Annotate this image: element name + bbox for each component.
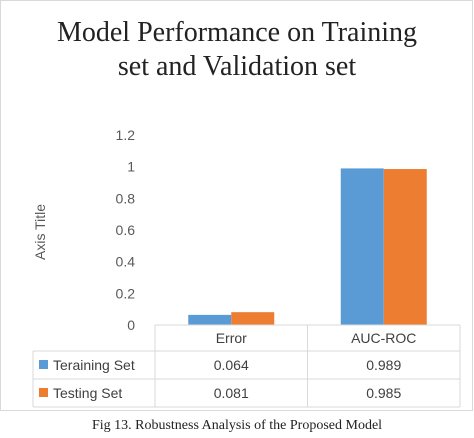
data-table-value: 0.989 [366, 357, 401, 373]
bars [188, 168, 427, 325]
y-tick-label: 0.8 [116, 190, 136, 206]
x-category-label: AUC-ROC [351, 330, 416, 346]
bar [340, 168, 384, 325]
data-table-value: 0.081 [214, 385, 249, 401]
y-tick-label: 0.6 [116, 222, 136, 238]
y-tick-label: 0.2 [116, 285, 136, 301]
data-table: Error AUC-ROC Teraining Set 0.064 0.989 Testi… [32, 324, 461, 408]
bar [383, 169, 427, 325]
legend-label: Teraining Set [53, 357, 135, 373]
legend-swatch [39, 388, 48, 397]
y-tick-labels: 0 0.2 0.4 0.6 0.8 1 1.2 [116, 127, 136, 333]
figure-caption: Fig 13. Robustness Analysis of the Propo… [91, 418, 383, 433]
bar [231, 312, 275, 325]
y-tick-label: 0 [127, 317, 135, 333]
y-tick-label: 1.2 [116, 127, 136, 143]
chart-svg: Model Performance on Training set and Va… [32, 17, 461, 408]
legend-swatch [39, 360, 48, 369]
x-category-label: Error [216, 330, 247, 346]
chart-title-line-1: Model Performance on Training [57, 17, 417, 48]
legend-label: Testing Set [53, 385, 122, 401]
y-axis-title: Axis Title [32, 204, 48, 260]
chart-title-line-2: set and Validation set [118, 51, 356, 82]
data-table-value: 0.985 [366, 385, 401, 401]
y-tick-label: 1 [127, 159, 135, 175]
data-table-value: 0.064 [214, 357, 249, 373]
y-tick-label: 0.4 [116, 254, 136, 270]
bar [188, 314, 232, 325]
